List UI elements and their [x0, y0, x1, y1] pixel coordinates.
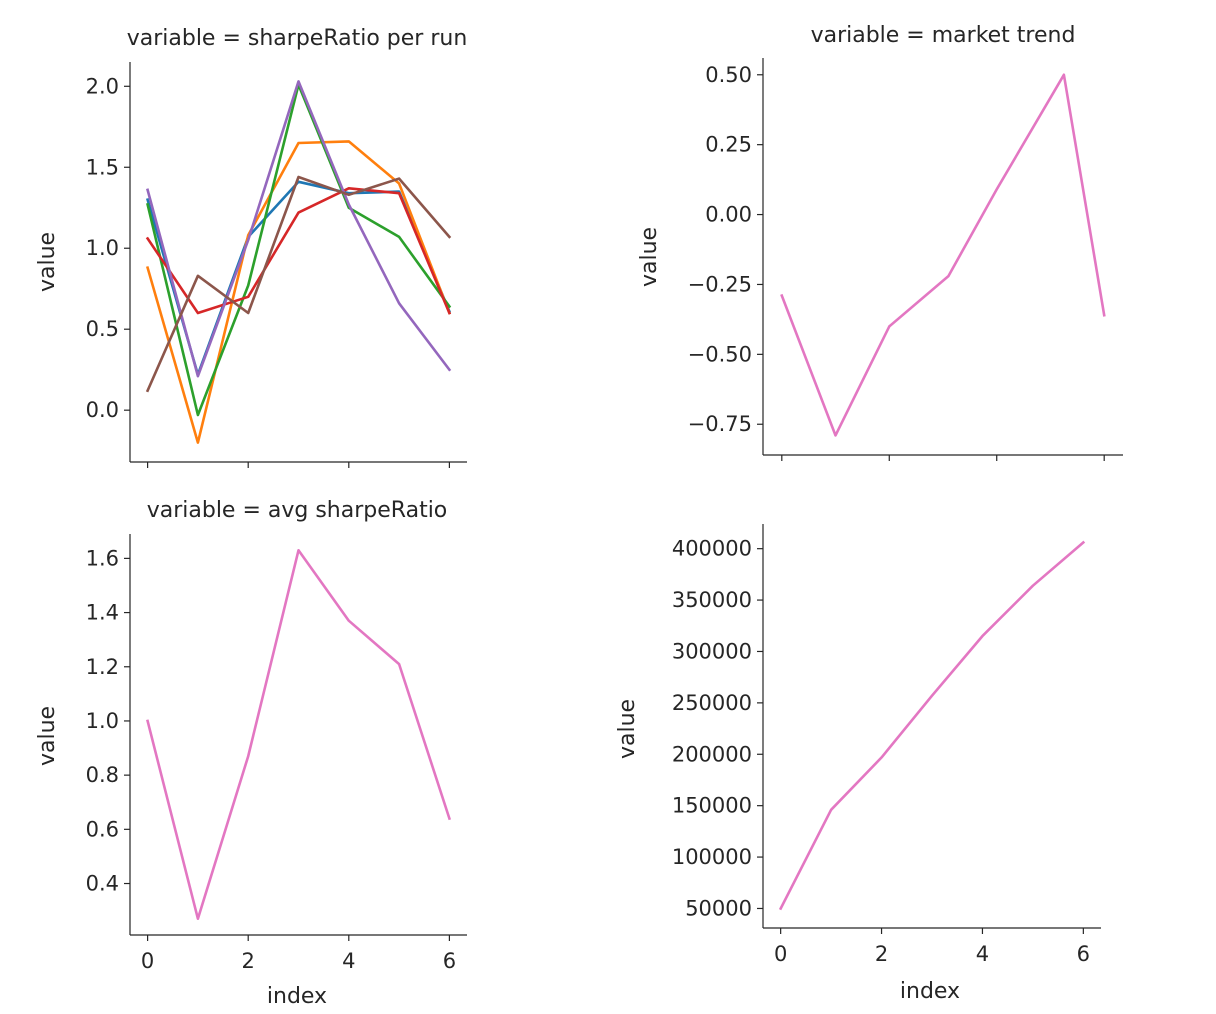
series-line-5 — [146, 80, 452, 378]
y-tick-label: 400000 — [672, 537, 752, 561]
y-tick-label: 300000 — [672, 639, 752, 663]
panel-untitled: value index 50000 100000 150000 200000 25000… — [615, 524, 1101, 1004]
series-line-4 — [145, 187, 452, 315]
y-tick-label: 250000 — [672, 691, 752, 715]
y-tick-label: −0.75 — [688, 412, 752, 436]
y-tick-label: 0.25 — [705, 133, 752, 157]
y-tick-label: 350000 — [672, 588, 752, 612]
y-tick-label: 2.0 — [86, 74, 119, 98]
y-axis-label: value — [637, 227, 662, 287]
y-tick-label: 0.00 — [705, 203, 752, 227]
y-tick-label: 0.4 — [86, 872, 119, 896]
y-tick-label: 0.8 — [86, 763, 119, 787]
panel-avg-sharperatio: variable = avg sharpeRatio value index 0… — [35, 498, 467, 1009]
panel-title: variable = avg sharpeRatio — [147, 498, 448, 523]
y-tick-label: 1.2 — [86, 655, 119, 679]
x-axis-label: index — [900, 979, 960, 1004]
x-axis-label: index — [267, 984, 327, 1009]
panel-title: variable = market trend — [811, 23, 1076, 48]
x-tick-label: 4 — [976, 942, 989, 966]
y-tick-label: 150000 — [672, 794, 752, 818]
x-tick-label: 2 — [875, 942, 888, 966]
x-tick-label: 4 — [342, 949, 355, 973]
panel-sharperatio-per-run: variable = sharpeRatio per run value 0.0… — [35, 26, 467, 468]
x-tick-label: 6 — [1077, 942, 1090, 966]
y-axis-label: value — [35, 232, 60, 292]
panel-market-trend: variable = market trend value −0.75 −0.50… — [637, 23, 1123, 461]
series-line-1 — [146, 548, 452, 921]
series-line-1 — [780, 73, 1106, 437]
y-tick-label: −0.25 — [688, 272, 752, 296]
y-tick-label: 0.6 — [86, 817, 119, 841]
y-tick-label: 0.50 — [705, 63, 752, 87]
y-tick-label: 1.4 — [86, 601, 119, 625]
series-line-2 — [145, 140, 452, 444]
x-tick-label: 0 — [774, 942, 787, 966]
y-tick-label: −0.50 — [688, 342, 752, 366]
y-tick-label: 100000 — [672, 845, 752, 869]
y-tick-label: 50000 — [685, 896, 752, 920]
y-tick-label: 1.0 — [86, 709, 119, 733]
y-tick-label: 0.0 — [86, 398, 119, 422]
y-tick-label: 1.6 — [86, 546, 119, 570]
series-line-3 — [146, 83, 452, 417]
series-line-1 — [145, 180, 452, 376]
panel-title: variable = sharpeRatio per run — [127, 26, 468, 51]
y-axis-label: value — [615, 699, 640, 759]
x-tick-label: 2 — [242, 949, 255, 973]
x-tick-label: 6 — [443, 949, 456, 973]
y-tick-label: 0.5 — [86, 317, 119, 341]
series-line-1 — [778, 540, 1086, 911]
y-tick-label: 1.5 — [86, 155, 119, 179]
y-axis-label: value — [35, 706, 60, 766]
y-tick-label: 1.0 — [86, 236, 119, 260]
x-tick-label: 0 — [141, 949, 154, 973]
y-tick-label: 200000 — [672, 742, 752, 766]
series-line-6 — [145, 175, 452, 393]
